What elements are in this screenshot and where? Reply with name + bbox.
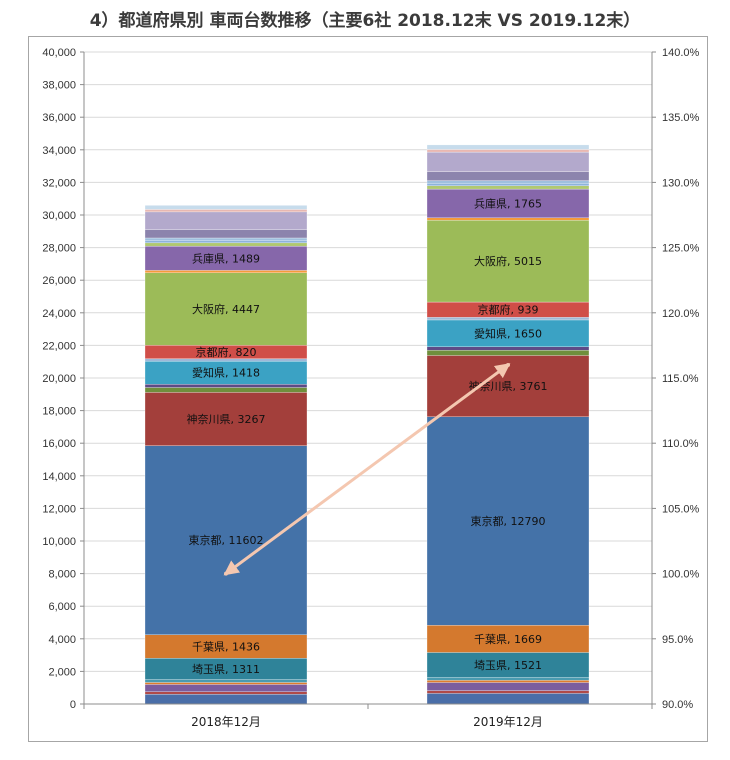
left-tick-label: 20,000 xyxy=(42,373,76,385)
segment-data-label: 兵庫県, 1765 xyxy=(474,196,542,210)
left-tick-label: 28,000 xyxy=(42,243,76,255)
segment-data-label: 東京都, 11602 xyxy=(189,533,264,547)
right-tick-label: 135.0% xyxy=(662,112,700,124)
right-tick-label: 115.0% xyxy=(662,373,699,385)
left-tick-label: 30,000 xyxy=(42,210,76,222)
bar-segment xyxy=(144,679,308,683)
bar-segment xyxy=(426,682,590,691)
bar-segment xyxy=(426,625,590,653)
right-tick-label: 120.0% xyxy=(662,308,700,320)
left-tick-label: 12,000 xyxy=(42,503,76,515)
bar-segment xyxy=(426,693,590,705)
bar-segment xyxy=(144,205,308,210)
chart-frame xyxy=(28,36,708,742)
segment-data-label: 大阪府, 5015 xyxy=(474,254,542,268)
left-tick-label: 36,000 xyxy=(42,112,76,124)
left-tick-label: 24,000 xyxy=(42,308,76,320)
bar-segment xyxy=(426,149,590,153)
left-tick-label: 16,000 xyxy=(42,438,76,450)
bar-segment xyxy=(426,317,590,321)
left-tick-label: 38,000 xyxy=(42,80,76,92)
bar-segment xyxy=(426,180,590,184)
bar-segment xyxy=(426,183,590,186)
bar-segment xyxy=(426,680,590,683)
segment-data-label: 千葉県, 1436 xyxy=(192,639,260,653)
ratio-line-point xyxy=(224,571,228,576)
axes: 0 2,000 4,000 6,000 8,000 10,000 12,000 14,000 1… xyxy=(42,47,699,729)
bar-segment xyxy=(144,240,308,244)
segment-data-label: 大阪府, 4447 xyxy=(192,302,260,316)
bar-segment xyxy=(426,144,590,150)
left-tick-label: 40,000 xyxy=(42,47,76,59)
bar-segment xyxy=(426,319,590,348)
left-tick-label: 10,000 xyxy=(42,536,76,548)
left-tick-label: 32,000 xyxy=(42,177,76,189)
right-tick-label: 125.0% xyxy=(662,243,700,255)
segment-data-label: 兵庫県, 1489 xyxy=(192,251,260,265)
right-tick-label: 110.0% xyxy=(662,438,699,450)
left-tick-label: 2,000 xyxy=(48,666,76,678)
ratio-line-point xyxy=(506,362,510,367)
left-tick-label: 26,000 xyxy=(42,275,76,287)
left-tick-label: 34,000 xyxy=(42,145,76,157)
right-tick-label: 100.0% xyxy=(662,569,700,581)
segment-data-label: 埼玉県, 1311 xyxy=(192,662,260,676)
segment-data-label: 東京都, 12790 xyxy=(471,514,546,528)
ratio-line-segment xyxy=(223,363,511,576)
right-tick-label: 130.0% xyxy=(662,177,700,189)
ratio-line xyxy=(223,362,511,576)
bar-segment xyxy=(144,272,308,346)
category-label: 2019年12月 xyxy=(473,715,543,729)
bar-segment xyxy=(426,185,590,190)
bar-segment xyxy=(144,358,308,362)
bar-segment xyxy=(144,229,308,239)
bar-segment xyxy=(144,245,308,271)
bar-segment xyxy=(144,684,308,692)
segment-data-label: 千葉県, 1669 xyxy=(474,632,542,646)
right-tick-label: 90.0% xyxy=(662,699,693,711)
segment-data-label: 埼玉県, 1521 xyxy=(474,658,542,672)
bar-segment xyxy=(144,209,308,213)
bar-segment xyxy=(426,346,590,351)
segment-data-label: 京都府, 939 xyxy=(478,303,539,317)
bar-segment xyxy=(144,387,308,393)
bar-segment xyxy=(426,677,590,681)
segment-data-label: 愛知県, 1418 xyxy=(192,366,260,380)
bar-segment xyxy=(426,217,590,221)
segment-data-label: 愛知県, 1650 xyxy=(474,326,542,340)
left-tick-label: 22,000 xyxy=(42,340,76,352)
left-tick-label: 18,000 xyxy=(42,406,76,418)
segment-data-label: 神奈川県, 3267 xyxy=(187,412,266,426)
right-tick-label: 140.0% xyxy=(662,47,700,59)
bar-segment xyxy=(144,211,308,230)
bar-segment xyxy=(144,237,308,241)
bar-segment xyxy=(426,690,590,694)
bar-segment xyxy=(144,691,308,695)
right-tick-label: 95.0% xyxy=(662,634,693,646)
bar-segment xyxy=(144,682,308,685)
left-tick-label: 6,000 xyxy=(48,601,76,613)
right-tick-label: 105.0% xyxy=(662,503,700,515)
left-tick-label: 4,000 xyxy=(48,634,76,646)
left-tick-label: 14,000 xyxy=(42,471,76,483)
left-tick-label: 0 xyxy=(70,699,76,711)
category-label: 2018年12月 xyxy=(191,715,261,729)
bar-segment xyxy=(144,270,308,273)
bar-segment xyxy=(426,151,590,172)
bar-segment xyxy=(426,652,590,678)
bar-segment xyxy=(144,384,308,388)
bar-segment xyxy=(426,350,590,356)
bar-segment xyxy=(144,242,308,247)
segment-data-label: 京都府, 820 xyxy=(196,345,257,359)
page-title: 4）都道府県別 車両台数推移（主要6社 2018.12末 VS 2019.12末… xyxy=(89,11,641,31)
bar-segment xyxy=(426,171,590,181)
left-tick-label: 8,000 xyxy=(48,569,76,581)
bar-segment xyxy=(144,694,308,705)
